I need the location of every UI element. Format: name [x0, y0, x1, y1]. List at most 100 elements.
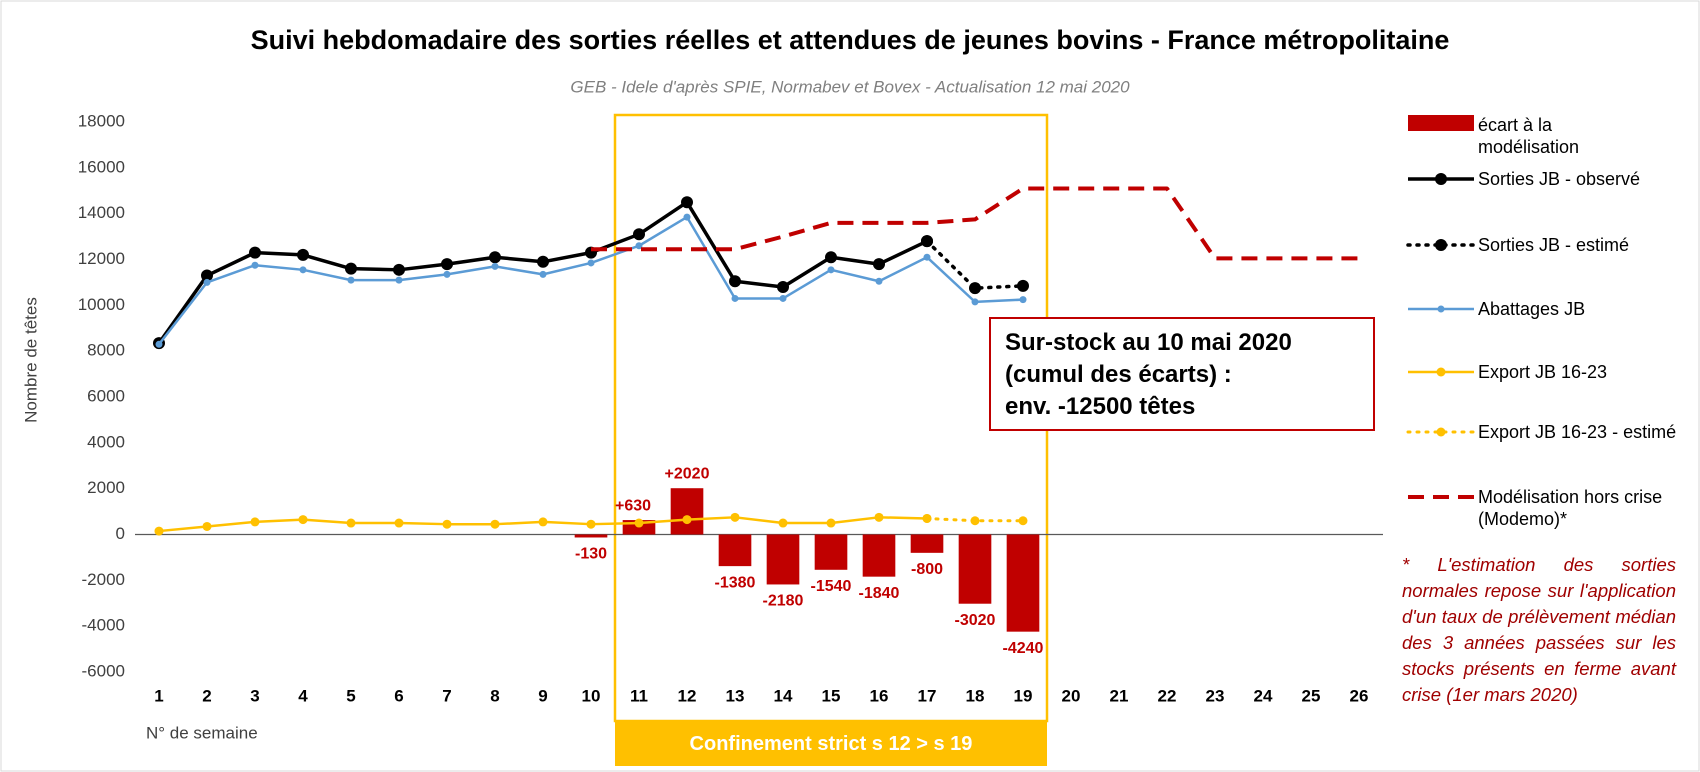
y-tick-label: 0	[116, 524, 125, 543]
data-label: -1380	[715, 574, 756, 591]
y-tick-label: 14000	[78, 203, 125, 222]
line	[158, 215, 1024, 346]
point	[587, 259, 595, 267]
point	[874, 512, 884, 522]
point	[873, 258, 885, 271]
point	[633, 228, 645, 241]
x-tick-label: 3	[250, 686, 259, 705]
x-tick-label: 10	[582, 686, 601, 705]
data-label: -130	[575, 546, 607, 563]
legend-label: Abattages JB	[1478, 299, 1586, 319]
x-tick-label: 6	[394, 686, 403, 705]
line	[925, 239, 1025, 290]
data-label: -2180	[763, 593, 804, 610]
data-label: +2020	[665, 465, 710, 482]
data-label: -1540	[811, 578, 852, 595]
x-tick-label: 25	[1302, 686, 1321, 705]
point	[203, 278, 211, 286]
data-label: -1840	[859, 585, 900, 602]
legend-label: écart à la modélisation	[1478, 115, 1580, 157]
x-tick-label: 19	[1014, 686, 1033, 705]
x-tick-label: 15	[822, 686, 841, 705]
x-axis-label: N° de semaine	[146, 723, 258, 742]
point	[347, 276, 355, 284]
point	[346, 518, 356, 528]
point	[443, 270, 451, 278]
point	[730, 512, 740, 522]
point	[345, 262, 357, 275]
x-tick-label: 11	[630, 686, 648, 705]
point	[491, 262, 499, 270]
bar	[766, 534, 800, 585]
legend-marker	[1436, 367, 1446, 377]
point	[970, 516, 980, 526]
y-tick-label: 4000	[87, 432, 125, 451]
point	[875, 277, 883, 285]
x-tick-label: 8	[490, 686, 499, 705]
point	[393, 263, 405, 276]
x-tick-label: 18	[966, 686, 985, 705]
point	[825, 251, 837, 264]
legend-label: Sorties JB - observé	[1478, 169, 1641, 189]
annotation-line: env. -12500 têtes	[1005, 393, 1196, 420]
x-tick-label: 5	[346, 686, 355, 705]
point	[251, 261, 259, 269]
annotation-line: (cumul des écarts) :	[1005, 361, 1232, 388]
y-tick-label: -4000	[82, 616, 125, 635]
point	[681, 196, 693, 209]
annotation-box: Sur-stock au 10 mai 2020 (cumul des écart…	[989, 317, 1375, 431]
point	[395, 276, 403, 284]
point	[538, 517, 548, 527]
chart-subtitle: GEB - Idele d'après SPIE, Normabev et Bo…	[570, 77, 1130, 96]
point	[1019, 296, 1027, 304]
legend-label: Export JB 16-23 - estimé	[1478, 422, 1677, 442]
x-tick-label: 14	[774, 686, 793, 705]
point	[489, 251, 501, 264]
point	[442, 519, 452, 529]
point	[201, 269, 213, 282]
x-tick-label: 20	[1062, 686, 1081, 705]
footnote: * L'estimation des sorties normales repo…	[1402, 554, 1676, 705]
x-tick-label: 16	[870, 686, 889, 705]
annotation-line: Sur-stock au 10 mai 2020	[1005, 329, 1292, 356]
y-tick-label: 18000	[78, 111, 125, 130]
data-label: -4240	[1003, 640, 1044, 657]
x-tick-label: 7	[442, 686, 451, 705]
point	[586, 519, 596, 529]
bar	[958, 534, 992, 604]
y-tick-label: 12000	[78, 249, 125, 268]
legend-marker	[1436, 427, 1446, 437]
point	[635, 242, 643, 250]
point	[777, 281, 789, 293]
point	[1017, 279, 1029, 292]
data-label: -3020	[955, 612, 996, 629]
line	[591, 186, 1359, 261]
x-tick-label: 4	[298, 686, 308, 705]
legend-marker	[1435, 173, 1447, 185]
data-label: +630	[615, 497, 651, 514]
x-tick-label: 1	[154, 686, 163, 705]
legend-label: Modélisation hors crise (Modemo)*	[1478, 487, 1663, 529]
x-tick-label: 26	[1350, 686, 1369, 705]
point	[441, 258, 453, 271]
point	[683, 213, 691, 221]
point	[682, 515, 692, 525]
y-tick-label: -2000	[82, 570, 125, 589]
point	[969, 282, 981, 295]
bar	[862, 534, 896, 577]
bar	[1006, 534, 1040, 632]
bar	[574, 534, 608, 538]
point	[250, 517, 260, 527]
legend-label: Export JB 16-23	[1478, 362, 1608, 382]
point	[826, 518, 836, 528]
point	[298, 515, 308, 525]
bar	[718, 534, 752, 567]
point	[490, 519, 500, 529]
x-tick-label: 9	[538, 686, 547, 705]
confinement-label: Confinement strict s 12 > s 19	[615, 722, 1047, 766]
point	[154, 526, 164, 536]
x-tick-label: 21	[1110, 686, 1129, 705]
point	[155, 340, 163, 348]
